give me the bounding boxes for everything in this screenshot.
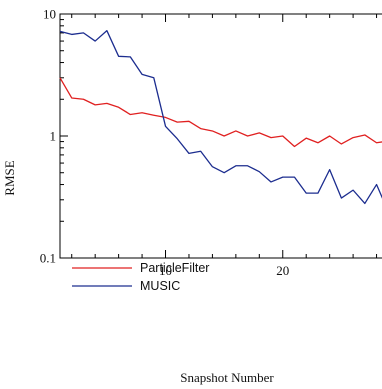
y-axis-title: RMSE xyxy=(2,160,17,195)
series-lines xyxy=(59,30,382,205)
legend: ParticleFilter MUSIC xyxy=(72,261,209,293)
y-tick-label: 1 xyxy=(50,129,57,144)
x-tick-label: 20 xyxy=(276,263,289,278)
series-line-music xyxy=(59,30,382,205)
y-tick-label: 0.1 xyxy=(40,251,56,266)
x-tick-label: 10 xyxy=(159,263,172,278)
axes xyxy=(59,13,382,259)
legend-label-music: MUSIC xyxy=(140,279,180,293)
x-axis-ticks: 10 20 xyxy=(71,14,378,278)
series-line-particlefilter xyxy=(59,77,382,148)
legend-label-particlefilter: ParticleFilter xyxy=(140,261,209,275)
x-axis-title: Snapshot Number xyxy=(180,370,274,385)
y-tick-label: 10 xyxy=(43,7,56,22)
plot-frame xyxy=(59,13,382,259)
